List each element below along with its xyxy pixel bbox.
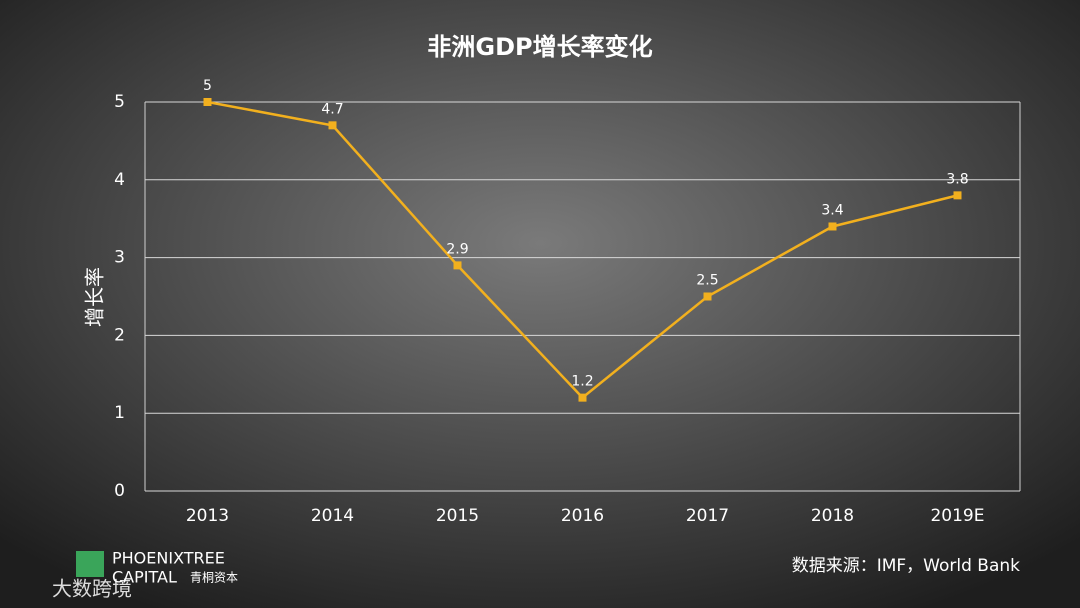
x-tick-label: 2016 bbox=[561, 506, 604, 526]
watermark: 大数跨境 bbox=[52, 577, 132, 601]
logo-icon bbox=[76, 551, 104, 577]
y-axis-label: 增长率 bbox=[83, 267, 107, 327]
y-tick-label: 2 bbox=[114, 325, 125, 345]
marker bbox=[828, 222, 837, 231]
data-label: 2.9 bbox=[446, 241, 468, 257]
data-label: 3.8 bbox=[946, 171, 968, 187]
chart-title: 非洲GDP增长率变化 bbox=[427, 33, 652, 61]
marker bbox=[453, 261, 462, 270]
y-tick-label: 4 bbox=[114, 170, 125, 190]
y-tick-label: 0 bbox=[114, 481, 125, 501]
marker bbox=[578, 393, 587, 402]
marker bbox=[953, 191, 962, 200]
x-tick-label: 2018 bbox=[811, 506, 854, 526]
marker bbox=[328, 121, 337, 130]
data-label: 5 bbox=[203, 78, 212, 94]
data-label: 1.2 bbox=[571, 374, 593, 390]
x-tick-label: 2019E bbox=[930, 506, 984, 526]
y-tick-label: 5 bbox=[114, 92, 125, 112]
marker bbox=[203, 98, 212, 106]
source-note: 数据来源：IMF，World Bank bbox=[792, 556, 1020, 576]
logo-text: CAPITAL bbox=[112, 568, 177, 587]
marker bbox=[703, 292, 712, 301]
logo-text: 青桐资本 bbox=[190, 571, 238, 585]
logo-text: PHOENIXTREE bbox=[112, 549, 225, 568]
data-label: 4.7 bbox=[321, 101, 343, 117]
logo: PHOENIXTREE CAPITAL 青桐资本 bbox=[76, 549, 238, 587]
y-tick-label: 3 bbox=[114, 248, 125, 268]
x-tick-label: 2013 bbox=[186, 506, 229, 526]
x-tick-label: 2014 bbox=[311, 506, 354, 526]
data-label: 2.5 bbox=[696, 273, 718, 289]
x-tick-label: 2017 bbox=[686, 506, 729, 526]
y-tick-label: 1 bbox=[114, 403, 125, 423]
data-label: 3.4 bbox=[821, 202, 843, 218]
x-tick-label: 2015 bbox=[436, 506, 479, 526]
